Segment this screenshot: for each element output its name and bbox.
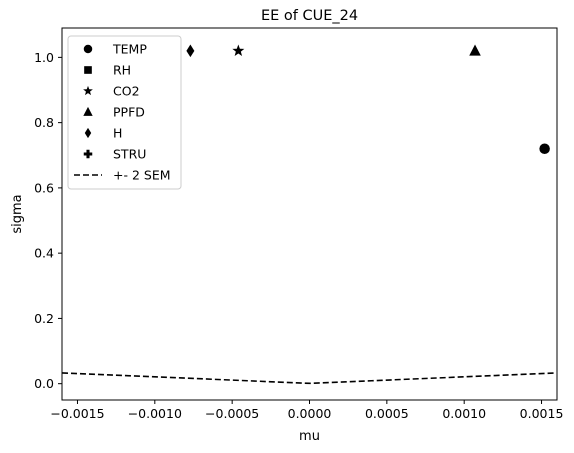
x-tick-label: 0.0015 (520, 406, 564, 421)
x-tick-label: −0.0005 (205, 406, 259, 421)
legend-label: STRU (113, 147, 146, 162)
legend-star-icon (83, 85, 93, 96)
x-tick-label: 0.0000 (288, 406, 332, 421)
legend-item-rh: RH (84, 63, 131, 78)
point-co2 (232, 44, 245, 56)
plot-area: −0.0015 −0.0010 −0.0005 0.0000 0.0005 0.0010 0… (34, 27, 564, 421)
legend-triangle-icon (83, 106, 93, 116)
legend-label: CO2 (113, 84, 140, 99)
legend-plus-icon (83, 149, 93, 159)
legend-item-temp: TEMP (83, 42, 147, 57)
point-h (186, 44, 195, 58)
point-temp (539, 143, 550, 154)
legend-square-icon (84, 66, 92, 74)
legend-label: TEMP (112, 42, 147, 57)
legend-item-2-sem: +- 2 SEM (74, 168, 171, 183)
legend-label: +- 2 SEM (113, 168, 171, 183)
sem-line (62, 372, 557, 385)
y-tick-label: 0.4 (34, 246, 54, 261)
legend-item-ppfd: PPFD (83, 105, 145, 120)
data-layer (62, 44, 557, 385)
y-tick-label: 0.8 (34, 115, 54, 130)
y-tick-label: 0.2 (34, 311, 54, 326)
legend-item-h: H (84, 126, 122, 141)
legend-item-co2: CO2 (83, 84, 140, 99)
x-axis-label: mu (299, 429, 320, 444)
x-tick-label: 0.0005 (365, 406, 409, 421)
legend-diamond-icon (84, 127, 92, 139)
x-tick-label: −0.0010 (128, 406, 182, 421)
y-tick-label: 0.0 (34, 376, 54, 391)
chart-title: EE of CUE_24 (261, 8, 358, 24)
legend: TEMP RH CO2 PPFD H STRU +- 2 SEM (67, 35, 182, 190)
y-axis-label: sigma (10, 194, 25, 233)
legend-item-stru: STRU (83, 147, 146, 162)
x-tick-label: −0.0015 (50, 406, 104, 421)
point-ppfd (469, 44, 481, 56)
legend-label: H (113, 126, 122, 141)
x-tick-label: 0.0010 (442, 406, 486, 421)
y-tick-label: 1.0 (34, 50, 54, 65)
legend-circle-icon (83, 44, 93, 54)
y-tick-label: 0.6 (34, 180, 54, 195)
legend-box (67, 35, 182, 190)
legend-label: RH (113, 63, 131, 78)
legend-label: PPFD (113, 105, 145, 120)
